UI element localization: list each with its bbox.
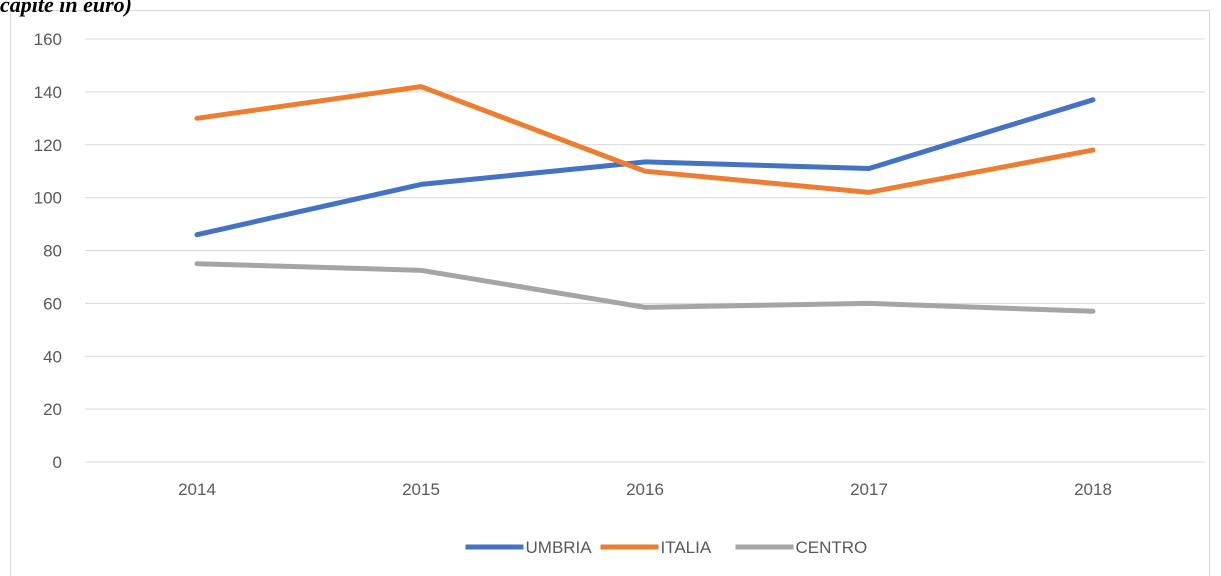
y-tick-label: 100 — [34, 189, 62, 208]
line-series — [194, 84, 1096, 195]
y-tick-label: 80 — [43, 242, 62, 261]
y-tick-label: 120 — [34, 136, 62, 155]
x-tick-label: 2015 — [402, 480, 440, 499]
y-tick-label: 160 — [34, 30, 62, 49]
x-tick-label: 2018 — [1074, 480, 1112, 499]
y-tick-label: 0 — [53, 453, 62, 472]
line-series — [194, 261, 1096, 314]
y-tick-label: 40 — [43, 347, 62, 366]
legend-label: CENTRO — [796, 538, 868, 557]
x-tick-label: 2014 — [178, 480, 216, 499]
line-series — [194, 97, 1096, 238]
x-tick-label: 2017 — [850, 480, 888, 499]
chart-frame — [10, 10, 1210, 576]
legend-label: ITALIA — [661, 538, 712, 557]
y-tick-label: 60 — [43, 294, 62, 313]
legend-label: UMBRIA — [526, 538, 593, 557]
y-tick-label: 140 — [34, 83, 62, 102]
x-tick-label: 2016 — [626, 480, 664, 499]
chart-title: capite in euro) — [0, 0, 132, 17]
y-tick-label: 20 — [43, 400, 62, 419]
